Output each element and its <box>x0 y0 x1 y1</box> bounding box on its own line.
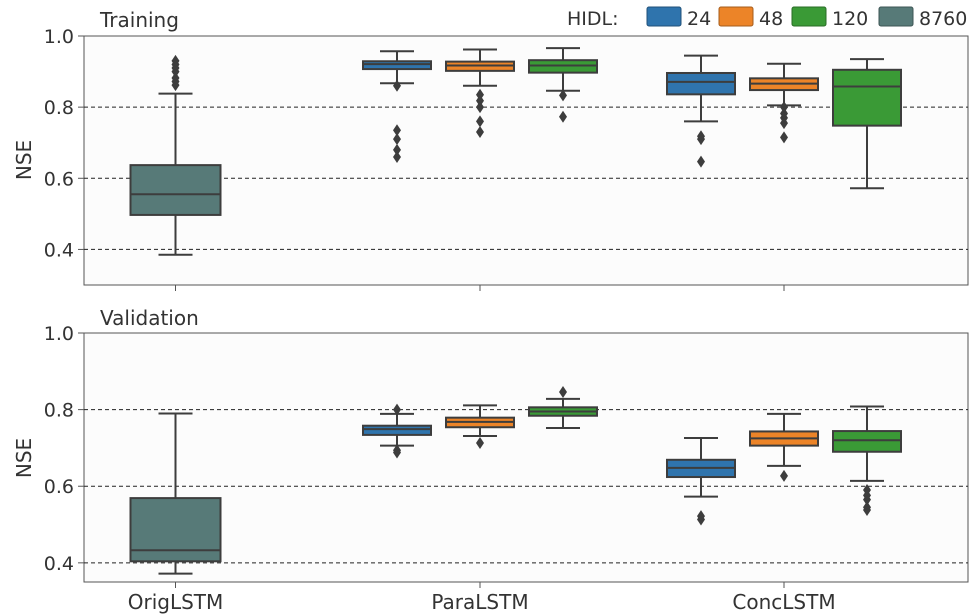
outlier-point <box>393 444 401 457</box>
box-paralstm-24 <box>362 50 432 163</box>
iqr-box <box>129 164 222 216</box>
x-category-label: ParaLSTM <box>431 590 528 614</box>
outlier-point <box>476 88 484 101</box>
legend-item-120: 120 <box>791 6 868 30</box>
outlier-point <box>476 101 484 114</box>
y-tick-label: 1.0 <box>44 323 74 345</box>
validation-panel: Validation NSE 0.4 0.6 0.8 1.0 <box>12 306 969 588</box>
y-tick-label: 0.4 <box>44 553 74 575</box>
box-paralstm-120 <box>528 47 598 123</box>
outlier-point <box>697 510 705 523</box>
legend-label: 120 <box>832 8 868 30</box>
training-plot-area <box>83 35 969 286</box>
outlier-point <box>780 101 788 114</box>
iqr-box <box>362 60 432 71</box>
outlier-point <box>393 403 401 416</box>
validation-plot-area <box>83 332 969 583</box>
outlier-point <box>780 131 788 144</box>
x-axis-category-labels: OrigLSTM ParaLSTM ConcLSTM <box>128 590 836 614</box>
y-tick-label: 0.8 <box>44 97 74 119</box>
iqr-box <box>832 68 902 127</box>
legend-label: 8760 <box>919 8 967 30</box>
iqr-box <box>362 424 432 436</box>
legend-swatch <box>878 6 914 27</box>
iqr-box <box>129 497 222 563</box>
outlier-point <box>697 130 705 143</box>
box-conclstm-24 <box>666 436 736 526</box>
outlier-point <box>780 107 788 120</box>
training-panel-title: Training <box>99 8 179 32</box>
legend-label: 24 <box>687 8 711 30</box>
box-conclstm-48 <box>749 62 819 144</box>
box-paralstm-48 <box>445 404 515 449</box>
outlier-point <box>559 110 567 123</box>
x-category-label: OrigLSTM <box>128 590 224 614</box>
box-paralstm-120 <box>528 385 598 430</box>
box-origlstm-8760 <box>129 412 222 575</box>
outlier-point <box>559 89 567 102</box>
legend-item-8760: 8760 <box>878 6 967 30</box>
legend-swatch <box>718 6 754 27</box>
box-conclstm-24 <box>666 54 736 168</box>
box-conclstm-120 <box>832 405 902 516</box>
legend-swatch <box>791 6 827 27</box>
box-origlstm-8760 <box>129 54 222 256</box>
outlier-point <box>863 484 871 497</box>
iqr-box <box>832 430 902 453</box>
legend-item-24: 24 <box>646 6 711 30</box>
outlier-point <box>393 150 401 163</box>
x-category-label: ConcLSTM <box>732 590 835 614</box>
outlier-point <box>393 133 401 146</box>
box-conclstm-120 <box>832 58 902 190</box>
training-y-axis-label: NSE <box>12 140 36 180</box>
training-panel: Training NSE 0.4 0.6 0.8 1.0 <box>12 8 969 291</box>
outlier-point <box>476 115 484 128</box>
outlier-point <box>393 143 401 156</box>
iqr-box <box>666 71 736 96</box>
validation-panel-title: Validation <box>100 306 199 330</box>
y-tick-label: 0.6 <box>44 476 74 498</box>
outlier-point <box>171 54 180 67</box>
legend-title: HIDL: <box>567 8 619 30</box>
legend-swatch <box>646 6 682 27</box>
outlier-point <box>171 71 180 84</box>
box-conclstm-48 <box>749 412 819 482</box>
y-tick-label: 1.0 <box>44 26 74 48</box>
box-paralstm-48 <box>445 48 515 139</box>
outlier-point <box>863 501 871 514</box>
outlier-point <box>697 155 705 168</box>
outlier-point <box>780 469 788 482</box>
outlier-point <box>476 94 484 107</box>
y-tick-label: 0.4 <box>44 239 74 261</box>
y-tick-label: 0.8 <box>44 400 74 422</box>
legend: HIDL: 24 48 120 8760 <box>567 6 967 30</box>
validation-y-axis-label: NSE <box>12 438 36 478</box>
outlier-point <box>393 124 401 137</box>
outlier-point <box>393 79 401 92</box>
legend-item-48: 48 <box>718 6 783 30</box>
legend-label: 48 <box>759 8 783 30</box>
outlier-point <box>559 385 567 398</box>
box-paralstm-24 <box>362 403 432 459</box>
outlier-point <box>476 436 484 449</box>
outlier-point <box>476 126 484 139</box>
y-tick-label: 0.6 <box>44 168 74 190</box>
